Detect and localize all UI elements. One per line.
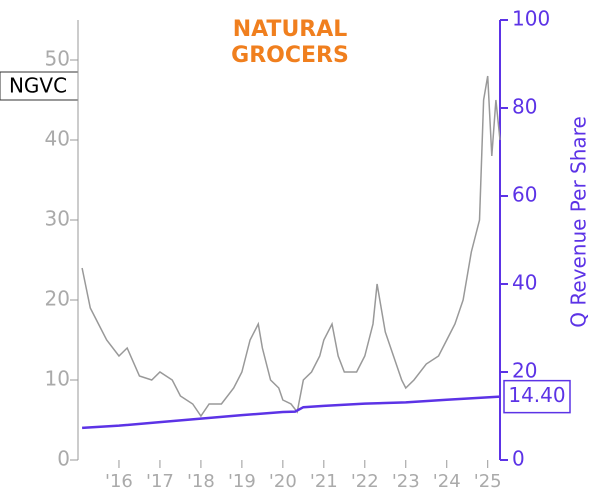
x-tick-label: '23 xyxy=(392,471,420,492)
y2-tick-label: 0 xyxy=(512,447,525,471)
x-tick-label: '24 xyxy=(433,471,461,492)
value-label-box xyxy=(503,379,571,414)
x-tick-label: '20 xyxy=(269,471,297,492)
y2-tick-label: 80 xyxy=(512,95,537,119)
logo-line: NATURAL xyxy=(233,17,348,42)
x-tick-label: '19 xyxy=(228,471,256,492)
logo-line: GROCERS xyxy=(231,43,349,68)
y-tick-label: 0 xyxy=(57,447,70,471)
y2-tick-label: 60 xyxy=(512,183,537,207)
x-tick-label: '22 xyxy=(351,471,379,492)
chart-title: NGVC xyxy=(9,74,67,98)
y2-tick-label: 20 xyxy=(512,359,537,383)
y-tick-label: 50 xyxy=(45,47,70,71)
series-line xyxy=(82,395,501,430)
y2-tick-label: 100 xyxy=(512,7,550,31)
y-tick-label: 20 xyxy=(45,287,70,311)
y-tick-label: 30 xyxy=(45,207,70,231)
y-tick-label: 10 xyxy=(45,367,70,391)
y-tick-label: 40 xyxy=(45,127,70,151)
series-line xyxy=(81,75,501,418)
y2-axis-label: Q Revenue Per Share xyxy=(567,116,591,328)
x-tick-label: '21 xyxy=(310,471,338,492)
y2-tick-label: 40 xyxy=(512,271,537,295)
x-tick-label: '16 xyxy=(105,471,133,492)
x-tick-label: '17 xyxy=(146,471,174,492)
x-tick-label: '18 xyxy=(187,471,215,492)
x-tick-label: '25 xyxy=(474,471,502,492)
value-label: 14.40 xyxy=(508,383,565,407)
